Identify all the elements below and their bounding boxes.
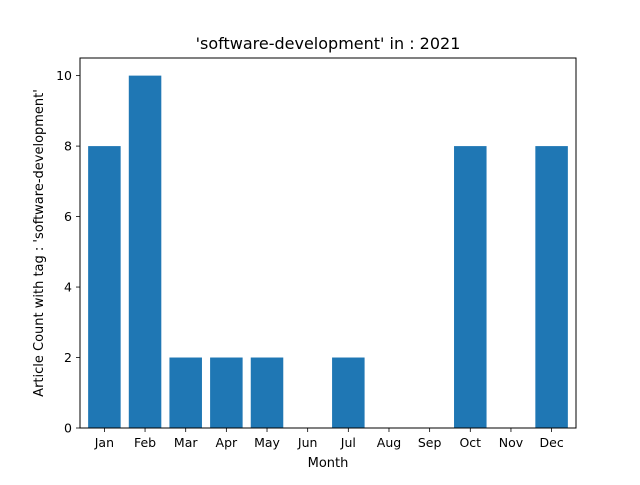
x-axis: Jan Feb Mar Apr May Jun Jul Aug Sep Oct Nov Dec xyxy=(94,428,564,450)
x-tick-label: Mar xyxy=(174,435,198,450)
x-tick-label: Oct xyxy=(459,435,481,450)
bar-feb xyxy=(128,75,162,429)
y-tick-label: 8 xyxy=(64,139,72,154)
x-tick-label: Aug xyxy=(377,435,401,450)
x-axis-label: Month xyxy=(308,456,349,471)
y-axis-label: Article Count with tag : 'software-devel… xyxy=(32,89,47,397)
x-tick-label: Nov xyxy=(499,435,524,450)
x-tick-label: Jan xyxy=(94,435,114,450)
x-tick-label: Apr xyxy=(216,435,238,450)
y-tick-label: 0 xyxy=(64,421,72,436)
x-tick-label: Feb xyxy=(134,435,156,450)
chart-title: 'software-development' in : 2021 xyxy=(196,34,461,53)
bar-oct xyxy=(454,146,487,428)
bars-group xyxy=(88,75,568,429)
y-tick-label: 4 xyxy=(64,280,72,295)
bar-dec xyxy=(535,146,568,428)
bar-mar xyxy=(169,357,202,428)
bar-may xyxy=(250,357,284,428)
y-tick-label: 2 xyxy=(64,350,72,365)
y-axis: 0 2 4 6 8 10 xyxy=(56,68,80,436)
bar-apr xyxy=(210,357,243,428)
x-tick-label: Dec xyxy=(540,435,564,450)
x-tick-label: Jul xyxy=(340,435,356,450)
x-tick-label: Sep xyxy=(418,435,442,450)
plot-frame xyxy=(79,57,577,429)
x-tick-label: May xyxy=(254,435,280,450)
y-tick-label: 10 xyxy=(56,68,72,83)
bar-jan xyxy=(88,146,121,428)
x-tick-label: Jun xyxy=(297,435,318,450)
bar-jul xyxy=(332,357,365,428)
y-tick-label: 6 xyxy=(64,209,72,224)
